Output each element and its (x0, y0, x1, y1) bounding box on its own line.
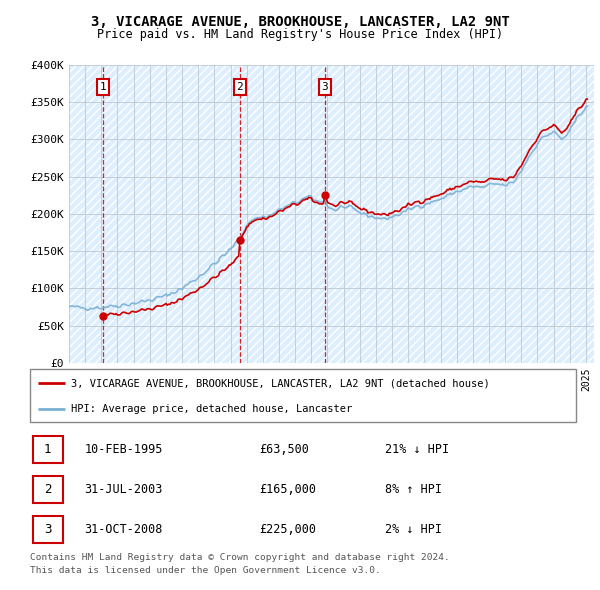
Text: 1: 1 (100, 82, 106, 92)
Text: 8% ↑ HPI: 8% ↑ HPI (385, 483, 442, 496)
Text: 31-OCT-2008: 31-OCT-2008 (85, 523, 163, 536)
Text: 3: 3 (322, 82, 328, 92)
FancyBboxPatch shape (30, 369, 576, 422)
Text: 10-FEB-1995: 10-FEB-1995 (85, 443, 163, 456)
Text: This data is licensed under the Open Government Licence v3.0.: This data is licensed under the Open Gov… (30, 566, 381, 575)
Text: 31-JUL-2003: 31-JUL-2003 (85, 483, 163, 496)
FancyBboxPatch shape (33, 436, 63, 463)
FancyBboxPatch shape (33, 516, 63, 543)
FancyBboxPatch shape (33, 476, 63, 503)
Text: 1: 1 (44, 443, 52, 456)
Text: £63,500: £63,500 (259, 443, 309, 456)
Text: Price paid vs. HM Land Registry's House Price Index (HPI): Price paid vs. HM Land Registry's House … (97, 28, 503, 41)
Text: £165,000: £165,000 (259, 483, 316, 496)
Text: 3, VICARAGE AVENUE, BROOKHOUSE, LANCASTER, LA2 9NT: 3, VICARAGE AVENUE, BROOKHOUSE, LANCASTE… (91, 15, 509, 29)
Text: 21% ↓ HPI: 21% ↓ HPI (385, 443, 449, 456)
Text: £225,000: £225,000 (259, 523, 316, 536)
Text: Contains HM Land Registry data © Crown copyright and database right 2024.: Contains HM Land Registry data © Crown c… (30, 553, 450, 562)
Text: HPI: Average price, detached house, Lancaster: HPI: Average price, detached house, Lanc… (71, 404, 352, 414)
Text: 2: 2 (236, 82, 243, 92)
Text: 2: 2 (44, 483, 52, 496)
Text: 3: 3 (44, 523, 52, 536)
Text: 3, VICARAGE AVENUE, BROOKHOUSE, LANCASTER, LA2 9NT (detached house): 3, VICARAGE AVENUE, BROOKHOUSE, LANCASTE… (71, 378, 490, 388)
Text: 2% ↓ HPI: 2% ↓ HPI (385, 523, 442, 536)
